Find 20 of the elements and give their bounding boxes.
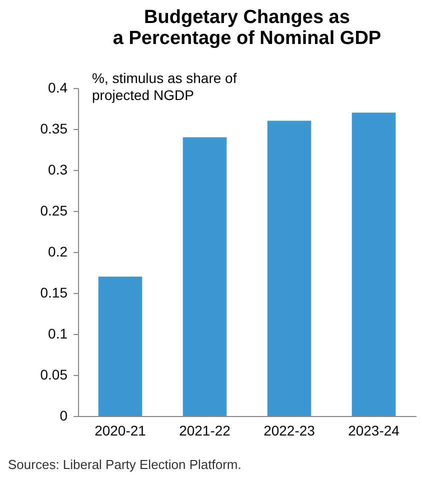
bar [352,112,396,416]
y-tick-label: 0.05 [40,366,68,382]
source-note: Sources: Liberal Party Election Platform. [8,457,242,472]
x-tick-label: 2020-21 [94,422,146,438]
y-tick-label: 0.25 [40,202,68,218]
x-tick-label: 2023-24 [348,422,400,438]
bar [98,276,142,416]
y-tick-label: 0.15 [40,284,68,300]
y-tick-label: 0 [60,408,68,424]
y-tick-label: 0.3 [48,162,68,178]
y-tick-label: 0.2 [48,244,68,260]
bar [182,137,227,416]
y-tick-label: 0.4 [48,80,68,96]
bar [267,120,312,416]
annotation: %, stimulus as share of projected NGDP [92,70,237,103]
y-tick-label: 0.35 [40,120,68,136]
x-tick-label: 2022-23 [264,422,316,438]
chart-title: Budgetary Changes as a Percentage of Nominal GDP [112,7,382,49]
x-tick-label: 2021-22 [179,422,231,438]
y-tick-label: 0.1 [48,326,68,342]
